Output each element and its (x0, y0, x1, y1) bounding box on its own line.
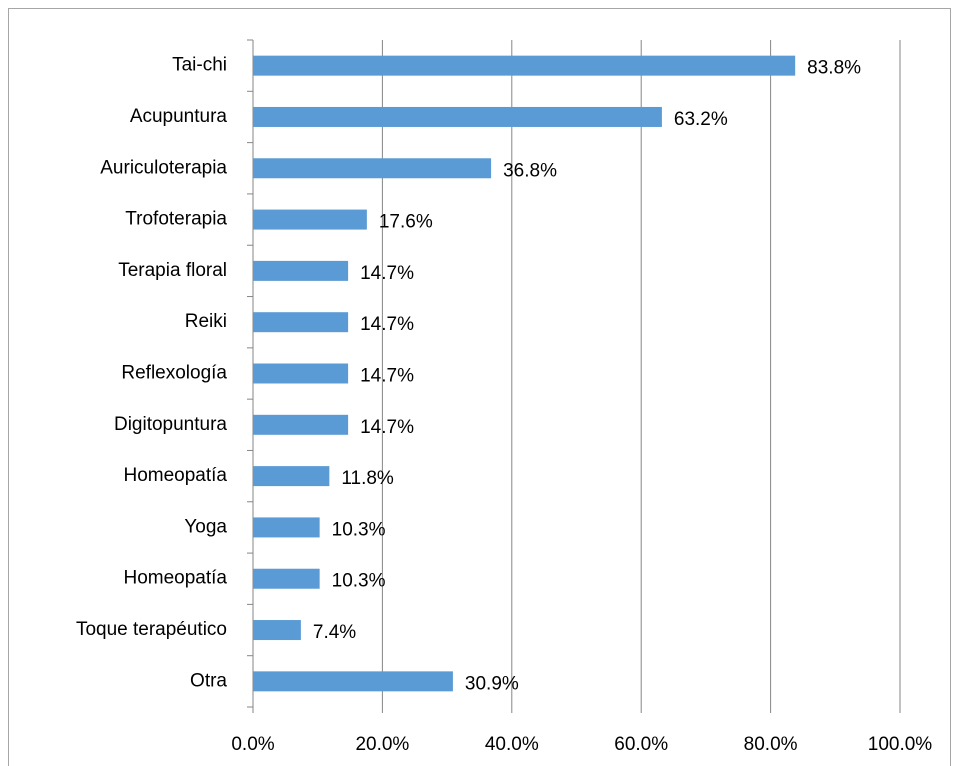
y-tick-label: Auriculoterapia (100, 157, 227, 178)
value-label: 14.7% (360, 417, 414, 438)
value-label: 14.7% (360, 366, 414, 387)
bar (253, 55, 796, 76)
x-tick-label: 100.0% (868, 734, 933, 755)
x-tick-label: 20.0% (355, 734, 409, 755)
value-label: 17.6% (379, 212, 433, 233)
value-label: 36.8% (503, 160, 557, 181)
x-tick-label: 40.0% (485, 734, 539, 755)
y-tick-label: Trofoterapia (125, 209, 227, 230)
chart-border (8, 8, 951, 766)
y-tick-label: Tai-chi (172, 55, 227, 76)
x-tick-label: 80.0% (744, 734, 798, 755)
x-tick-label: 0.0% (231, 734, 274, 755)
value-label: 10.3% (332, 519, 386, 540)
y-tick-label: Digitopuntura (114, 414, 227, 435)
value-label: 14.7% (360, 263, 414, 284)
value-label: 14.7% (360, 314, 414, 335)
x-tick-label: 60.0% (614, 734, 668, 755)
bar (253, 620, 301, 641)
y-tick-label: Reiki (185, 311, 227, 332)
bar (253, 209, 367, 230)
y-tick-label: Acupuntura (130, 106, 228, 127)
bar (253, 260, 349, 281)
bar (253, 312, 349, 333)
value-label: 30.9% (465, 673, 519, 694)
value-label: 83.8% (807, 58, 861, 79)
y-tick-label: Homeopatía (123, 465, 227, 486)
bar (253, 414, 349, 435)
value-label: 10.3% (332, 571, 386, 592)
y-tick-label: Yoga (184, 516, 227, 537)
y-tick-label: Terapia floral (118, 260, 227, 281)
y-tick-label: Homeopatía (123, 568, 227, 589)
value-label: 11.8% (341, 468, 394, 489)
bar (253, 671, 453, 692)
y-tick-label: Otra (190, 670, 227, 691)
bar (253, 106, 662, 127)
bar (253, 568, 320, 589)
bar (253, 466, 330, 487)
bar (253, 517, 320, 538)
y-tick-label: Toque terapéutico (76, 619, 227, 640)
y-tick-label: Reflexología (121, 363, 227, 384)
bar (253, 363, 349, 384)
value-label: 63.2% (674, 109, 728, 130)
value-label: 7.4% (313, 622, 356, 643)
bar (253, 158, 492, 179)
